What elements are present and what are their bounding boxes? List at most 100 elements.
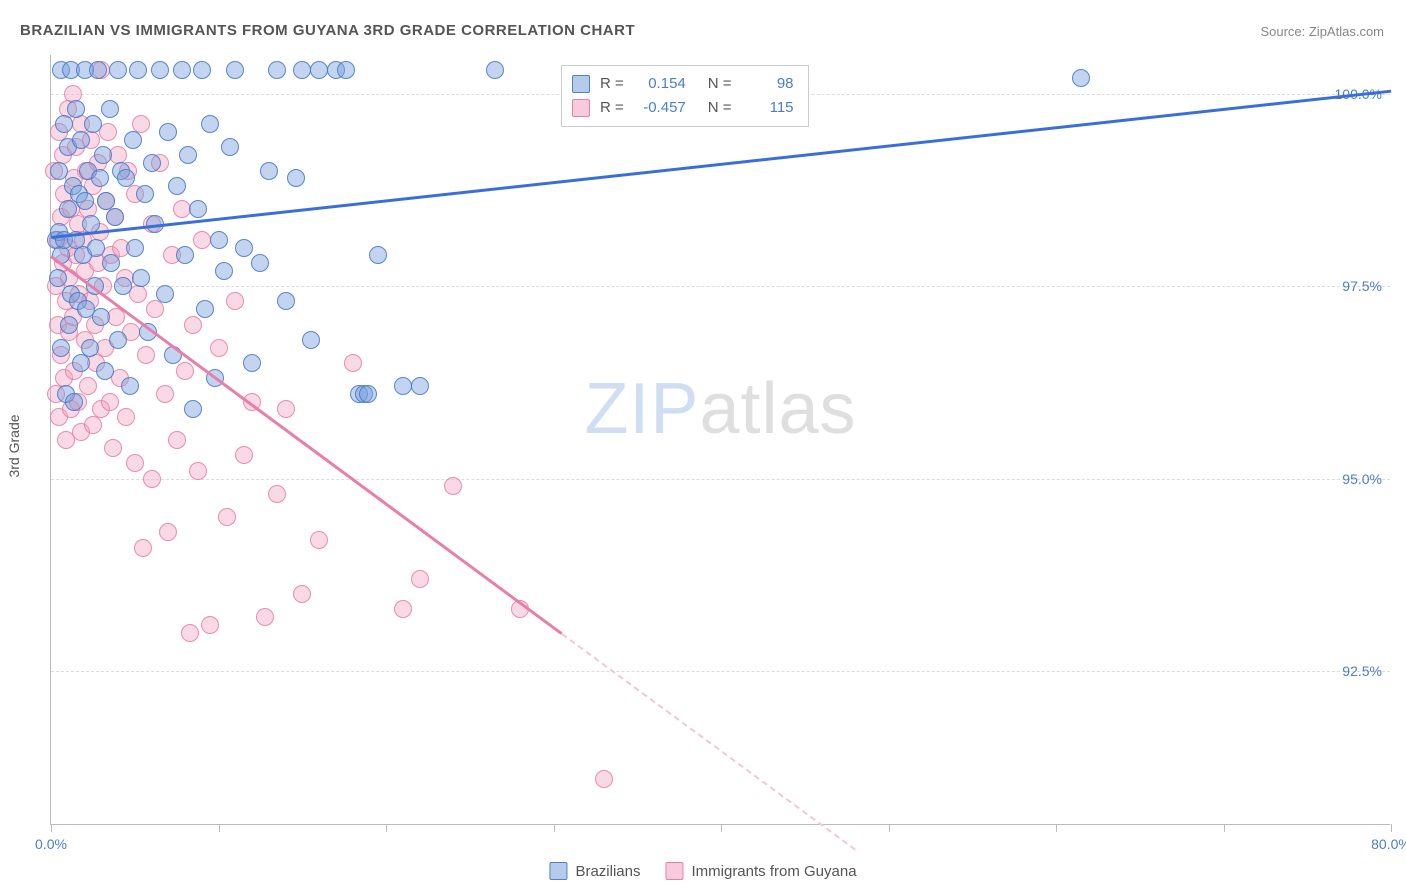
r-label: R = bbox=[600, 96, 624, 120]
x-tick bbox=[1224, 824, 1225, 832]
scatter-point bbox=[184, 400, 202, 418]
scatter-point bbox=[201, 616, 219, 634]
bottom-legend: Brazilians Immigrants from Guyana bbox=[549, 862, 856, 880]
gridline bbox=[51, 286, 1390, 287]
scatter-point bbox=[50, 162, 68, 180]
scatter-point bbox=[184, 316, 202, 334]
scatter-point bbox=[193, 61, 211, 79]
scatter-point bbox=[156, 285, 174, 303]
scatter-point bbox=[101, 393, 119, 411]
y-tick-label: 97.5% bbox=[1342, 278, 1382, 294]
scatter-point bbox=[251, 254, 269, 272]
scatter-point bbox=[159, 123, 177, 141]
scatter-point bbox=[176, 246, 194, 264]
x-tick bbox=[1391, 824, 1392, 832]
watermark: ZIPatlas bbox=[584, 368, 856, 450]
scatter-point bbox=[92, 308, 110, 326]
scatter-point bbox=[137, 346, 155, 364]
n-value: 115 bbox=[742, 96, 794, 120]
scatter-point bbox=[369, 246, 387, 264]
x-tick bbox=[1056, 824, 1057, 832]
scatter-point bbox=[411, 570, 429, 588]
scatter-point bbox=[1072, 69, 1090, 87]
scatter-point bbox=[189, 462, 207, 480]
scatter-point bbox=[168, 177, 186, 195]
scatter-point bbox=[55, 115, 73, 133]
scatter-point bbox=[337, 61, 355, 79]
legend-swatch bbox=[572, 75, 590, 93]
scatter-point bbox=[359, 385, 377, 403]
x-tick bbox=[721, 824, 722, 832]
scatter-point bbox=[394, 377, 412, 395]
scatter-point bbox=[126, 454, 144, 472]
scatter-point bbox=[256, 608, 274, 626]
scatter-point bbox=[91, 169, 109, 187]
scatter-point bbox=[101, 100, 119, 118]
scatter-point bbox=[235, 239, 253, 257]
x-tick bbox=[889, 824, 890, 832]
scatter-point bbox=[134, 539, 152, 557]
x-tick bbox=[219, 824, 220, 832]
scatter-point bbox=[60, 316, 78, 334]
scatter-point bbox=[226, 292, 244, 310]
scatter-point bbox=[72, 354, 90, 372]
scatter-point bbox=[79, 377, 97, 395]
scatter-point bbox=[59, 200, 77, 218]
scatter-point bbox=[179, 146, 197, 164]
x-tick-label: 0.0% bbox=[35, 836, 67, 852]
x-tick bbox=[386, 824, 387, 832]
scatter-point bbox=[201, 115, 219, 133]
scatter-point bbox=[129, 61, 147, 79]
scatter-point bbox=[168, 431, 186, 449]
legend-label: Brazilians bbox=[575, 863, 640, 880]
scatter-point bbox=[260, 162, 278, 180]
scatter-point bbox=[126, 239, 144, 257]
scatter-point bbox=[94, 146, 112, 164]
scatter-point bbox=[344, 354, 362, 372]
legend-swatch bbox=[549, 862, 567, 880]
scatter-point bbox=[310, 531, 328, 549]
scatter-point bbox=[293, 61, 311, 79]
scatter-point bbox=[146, 300, 164, 318]
scatter-point bbox=[218, 508, 236, 526]
n-label: N = bbox=[708, 72, 732, 96]
scatter-point bbox=[151, 61, 169, 79]
y-tick-label: 92.5% bbox=[1342, 663, 1382, 679]
legend-item: Immigrants from Guyana bbox=[665, 862, 856, 880]
scatter-point bbox=[102, 254, 120, 272]
scatter-point bbox=[132, 269, 150, 287]
scatter-point bbox=[268, 485, 286, 503]
r-value: 0.154 bbox=[634, 72, 686, 96]
scatter-point bbox=[136, 185, 154, 203]
trend-line bbox=[50, 255, 562, 634]
scatter-point bbox=[109, 61, 127, 79]
stats-row: R =0.154N =98 bbox=[572, 72, 794, 96]
scatter-point bbox=[189, 200, 207, 218]
scatter-point bbox=[72, 131, 90, 149]
scatter-point bbox=[76, 192, 94, 210]
scatter-point bbox=[84, 115, 102, 133]
scatter-point bbox=[221, 138, 239, 156]
y-axis-label: 3rd Grade bbox=[6, 414, 22, 477]
scatter-point bbox=[173, 61, 191, 79]
scatter-point bbox=[210, 231, 228, 249]
scatter-point bbox=[277, 400, 295, 418]
n-label: N = bbox=[708, 96, 732, 120]
scatter-point bbox=[159, 523, 177, 541]
legend-swatch bbox=[665, 862, 683, 880]
scatter-point bbox=[156, 385, 174, 403]
scatter-point bbox=[65, 393, 83, 411]
scatter-point bbox=[67, 100, 85, 118]
scatter-point bbox=[235, 446, 253, 464]
scatter-point bbox=[117, 408, 135, 426]
scatter-point bbox=[143, 154, 161, 172]
scatter-point bbox=[49, 269, 67, 287]
legend-label: Immigrants from Guyana bbox=[691, 863, 856, 880]
trend-line bbox=[561, 633, 855, 850]
scatter-point bbox=[106, 208, 124, 226]
scatter-point bbox=[444, 477, 462, 495]
scatter-point bbox=[176, 362, 194, 380]
scatter-point bbox=[181, 624, 199, 642]
scatter-point bbox=[124, 131, 142, 149]
legend-item: Brazilians bbox=[549, 862, 640, 880]
